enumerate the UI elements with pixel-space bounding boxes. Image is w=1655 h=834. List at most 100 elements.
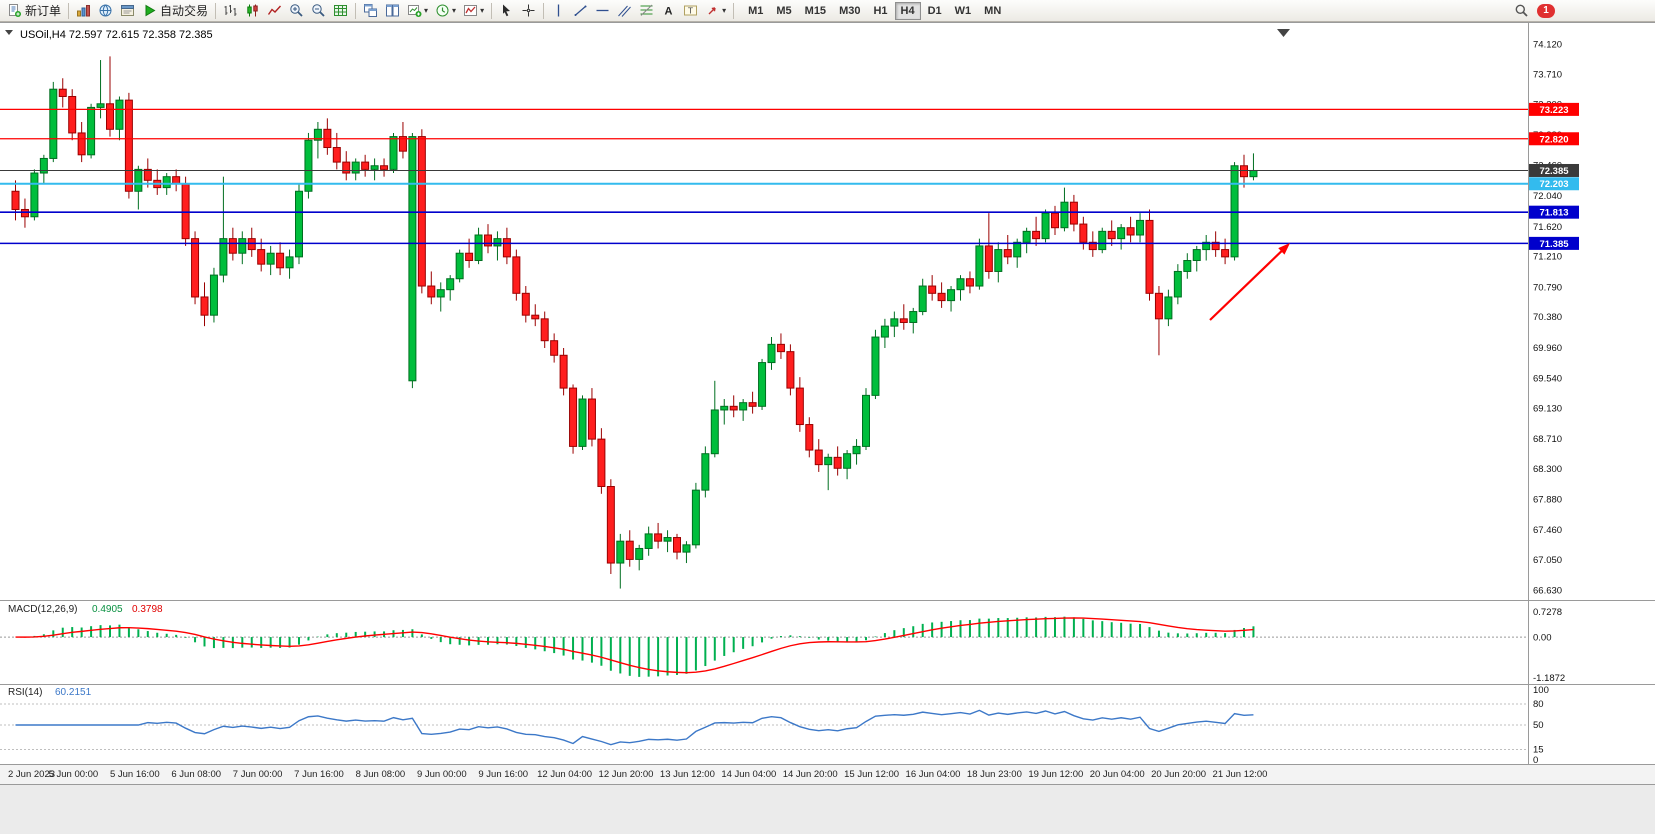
svg-text:100: 100 xyxy=(1533,685,1549,696)
time-label: 7 Jun 00:00 xyxy=(233,769,283,780)
time-label: 12 Jun 20:00 xyxy=(599,769,654,780)
main-toolbar: 新订单 自动交易 ▾ ▾ ▾ A T ▾ M1 M xyxy=(0,0,1655,22)
terminal-icon xyxy=(121,5,135,16)
new-chart-button[interactable]: ▾ xyxy=(404,1,431,21)
indicators-icon xyxy=(464,5,478,16)
crosshair-icon xyxy=(522,4,535,17)
market-watch-icon xyxy=(77,5,91,17)
vertical-line-button[interactable] xyxy=(548,1,569,21)
svg-text:15: 15 xyxy=(1533,745,1544,756)
cursor-button[interactable] xyxy=(496,1,517,21)
crosshair-button[interactable] xyxy=(518,1,539,21)
horizontal-lines-layer xyxy=(0,108,1528,245)
channel-button[interactable] xyxy=(614,1,635,21)
svg-text:72.385: 72.385 xyxy=(1539,166,1569,177)
price-badge xyxy=(1529,236,1579,250)
market-watch-button[interactable] xyxy=(73,1,94,21)
timeframe-m30[interactable]: M30 xyxy=(833,2,866,20)
chart-header: USOil,H4 72.597 72.615 72.358 72.385 xyxy=(5,29,1290,41)
price-tick-label: 68.710 xyxy=(1533,434,1562,445)
time-label: 18 Jun 23:00 xyxy=(967,769,1022,780)
auto-trading-button[interactable]: 自动交易 xyxy=(139,1,211,21)
macd-main-value: 0.4905 xyxy=(92,604,123,615)
rsi-label: RSI(14) xyxy=(8,687,42,698)
time-label: 12 Jun 04:00 xyxy=(537,769,592,780)
notification-badge[interactable]: 1 xyxy=(1537,3,1555,18)
candlestick-icon xyxy=(247,4,258,17)
timeframe-h1[interactable]: H1 xyxy=(867,2,893,20)
timeframe-mn[interactable]: MN xyxy=(978,2,1007,20)
time-label: 20 Jun 20:00 xyxy=(1151,769,1206,780)
indicators-button[interactable]: ▾ xyxy=(460,1,487,21)
cascade-windows-icon xyxy=(386,4,400,17)
line-chart-button[interactable] xyxy=(264,1,285,21)
zoom-out-button[interactable] xyxy=(308,1,329,21)
chart-backgrounds xyxy=(0,22,1655,829)
auto-trading-label: 自动交易 xyxy=(160,4,209,18)
time-label: 21 Jun 12:00 xyxy=(1213,769,1268,780)
chart-window: 74.12073.71073.30072.88072.46072.04071.6… xyxy=(0,22,1655,829)
fibonacci-button[interactable] xyxy=(636,1,657,21)
price-badge xyxy=(1529,205,1579,219)
time-label: 9 Jun 16:00 xyxy=(478,769,528,780)
cascade-windows-button[interactable] xyxy=(382,1,403,21)
timeframe-m15[interactable]: M15 xyxy=(799,2,832,20)
grid-button[interactable] xyxy=(330,1,351,21)
price-tick-label: 69.130 xyxy=(1533,403,1562,414)
price-tick-label: 71.620 xyxy=(1533,222,1562,233)
period-button[interactable]: ▾ xyxy=(432,1,459,21)
navigator-button[interactable] xyxy=(95,1,116,21)
text-button[interactable]: A xyxy=(658,1,679,21)
time-label: 5 Jun 00:00 xyxy=(49,769,99,780)
arrow-shaft[interactable] xyxy=(1209,247,1285,321)
panel-borders xyxy=(0,22,1655,785)
price-tick-label: 70.380 xyxy=(1533,312,1562,323)
tile-windows-button[interactable] xyxy=(360,1,381,21)
timeframe-h4[interactable]: H4 xyxy=(894,1,921,20)
price-tick-label: 69.960 xyxy=(1533,343,1562,354)
zoom-in-button[interactable] xyxy=(286,1,307,21)
horizontal-line-button[interactable] xyxy=(592,1,613,21)
time-label: 14 Jun 20:00 xyxy=(783,769,838,780)
arrows-button[interactable]: ▾ xyxy=(702,1,729,21)
period-clock-icon xyxy=(436,4,449,17)
candlestick-chart-button[interactable] xyxy=(242,1,263,21)
price-chart[interactable]: 74.12073.71073.30072.88072.46072.04071.6… xyxy=(0,22,1655,829)
svg-text:73.223: 73.223 xyxy=(1539,105,1568,116)
header-dropdown-icon[interactable] xyxy=(5,30,13,35)
zoom-in-icon xyxy=(290,4,303,17)
terminal-button[interactable] xyxy=(117,1,138,21)
arrow-head xyxy=(1278,243,1290,255)
rsi-value: 60.2151 xyxy=(55,687,92,698)
ohlc-bars-icon xyxy=(224,5,237,16)
timeframe-m1[interactable]: M1 xyxy=(742,2,769,20)
timeframe-m5[interactable]: M5 xyxy=(770,2,797,20)
rsi-panel: RSI(14) 60.2151 100 80 50 150 xyxy=(0,685,1549,766)
toolbar-separator xyxy=(491,2,493,19)
horizontal-line-icon xyxy=(596,9,609,12)
toolbar-separator xyxy=(355,2,357,19)
chevron-down-icon: ▾ xyxy=(424,6,429,15)
price-tick-label: 73.710 xyxy=(1533,69,1562,80)
toolbar-separator xyxy=(215,2,217,19)
price-tick-label: 68.300 xyxy=(1533,464,1562,475)
rsi-line xyxy=(15,709,1254,746)
chevron-down-icon: ▾ xyxy=(722,6,727,15)
trend-line-button[interactable] xyxy=(570,1,591,21)
timeframe-w1[interactable]: W1 xyxy=(949,2,978,20)
timeframe-d1[interactable]: D1 xyxy=(922,2,948,20)
price-tick-label: 69.540 xyxy=(1533,373,1562,384)
new-chart-icon xyxy=(408,5,422,17)
search-button[interactable] xyxy=(1511,1,1532,21)
toolbar-separator xyxy=(543,2,545,19)
ohlc-bars-button[interactable] xyxy=(220,1,241,21)
chart-shift-marker[interactable] xyxy=(1277,29,1290,37)
arrows-icon xyxy=(708,7,716,15)
price-axis: 74.12073.71073.30072.88072.46072.04071.6… xyxy=(1529,40,1579,597)
price-badge xyxy=(1529,163,1579,177)
price-tick-label: 67.880 xyxy=(1533,494,1562,505)
macd-signal-line xyxy=(15,617,1254,674)
new-order-button[interactable]: 新订单 xyxy=(4,1,64,21)
text-label-button[interactable]: T xyxy=(680,1,701,21)
